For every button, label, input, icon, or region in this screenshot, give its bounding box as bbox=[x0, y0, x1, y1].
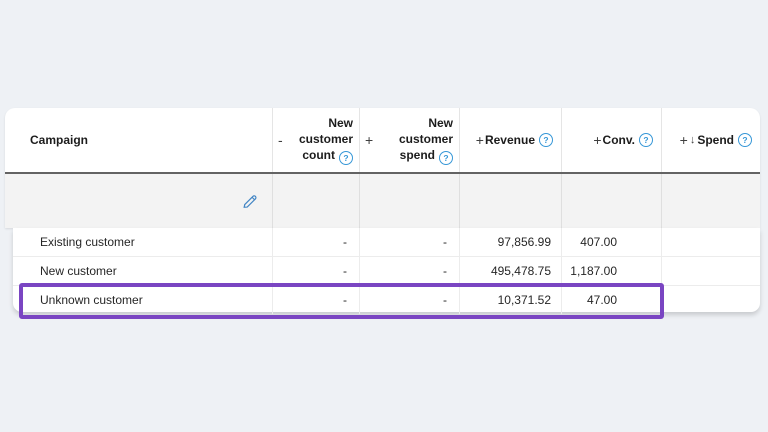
column-header-revenue[interactable]: + Revenue ? bbox=[460, 108, 562, 172]
help-icon[interactable]: ? bbox=[339, 151, 353, 165]
table-row-unknown-customer[interactable]: Unknown customer - - 10,371.52 47.00 bbox=[13, 286, 760, 314]
spend-value bbox=[662, 286, 760, 314]
filter-cell bbox=[562, 174, 662, 228]
row-label: Existing customer bbox=[13, 228, 273, 256]
add-column-icon[interactable]: + bbox=[475, 132, 484, 148]
remove-column-icon[interactable]: - bbox=[278, 132, 283, 148]
conv-value: 1,187.00 bbox=[562, 257, 662, 285]
campaign-column-label: Campaign bbox=[30, 133, 89, 147]
add-column-icon[interactable]: + bbox=[365, 132, 374, 148]
column-header-spend[interactable]: + ↓ Spend ? bbox=[662, 108, 760, 172]
table-row-existing-customer[interactable]: Existing customer - - 97,856.99 407.00 bbox=[13, 228, 760, 257]
revenue-value: 495,478.75 bbox=[460, 257, 562, 285]
column-header-campaign[interactable]: Campaign bbox=[5, 108, 273, 172]
new-customer-spend-value: - bbox=[360, 286, 460, 314]
spend-value bbox=[662, 228, 760, 256]
new-customer-spend-value: - bbox=[360, 228, 460, 256]
help-icon[interactable]: ? bbox=[738, 133, 752, 147]
column-header-new-customer-count[interactable]: - New customer count? bbox=[273, 108, 360, 172]
campaign-table: Campaign - New customer count? + New cus… bbox=[5, 108, 760, 228]
add-column-icon[interactable]: + bbox=[679, 132, 688, 148]
conv-value: 47.00 bbox=[562, 286, 662, 314]
filter-cell bbox=[360, 174, 460, 228]
spend-value bbox=[662, 257, 760, 285]
filter-cell bbox=[662, 174, 760, 228]
column-header-conv[interactable]: + Conv. ? bbox=[562, 108, 662, 172]
new-customer-count-value: - bbox=[273, 286, 360, 314]
table-row-new-customer[interactable]: New customer - - 495,478.75 1,187.00 bbox=[13, 257, 760, 286]
table-filter-row bbox=[5, 174, 760, 228]
add-column-icon[interactable]: + bbox=[593, 132, 602, 148]
new-customer-count-value: - bbox=[273, 257, 360, 285]
help-icon[interactable]: ? bbox=[639, 133, 653, 147]
row-label: Unknown customer bbox=[13, 286, 273, 314]
new-customer-spend-title: New customer spend? bbox=[398, 116, 453, 165]
row-label: New customer bbox=[13, 257, 273, 285]
new-customer-spend-value: - bbox=[360, 257, 460, 285]
campaign-filter-cell bbox=[5, 174, 273, 228]
help-icon[interactable]: ? bbox=[539, 133, 553, 147]
revenue-value: 97,856.99 bbox=[460, 228, 562, 256]
segment-rows-panel: Existing customer - - 97,856.99 407.00 N… bbox=[13, 228, 760, 314]
new-customer-count-value: - bbox=[273, 228, 360, 256]
help-icon[interactable]: ? bbox=[439, 151, 453, 165]
filter-cell bbox=[460, 174, 562, 228]
column-header-new-customer-spend[interactable]: + New customer spend? bbox=[360, 108, 460, 172]
table-header-row: Campaign - New customer count? + New cus… bbox=[5, 108, 760, 174]
edit-pencil-icon[interactable] bbox=[241, 193, 258, 210]
filter-cell bbox=[273, 174, 360, 228]
conv-value: 407.00 bbox=[562, 228, 662, 256]
new-customer-count-title: New customer count? bbox=[298, 116, 353, 165]
sort-descending-icon: ↓ bbox=[689, 134, 696, 146]
revenue-value: 10,371.52 bbox=[460, 286, 562, 314]
